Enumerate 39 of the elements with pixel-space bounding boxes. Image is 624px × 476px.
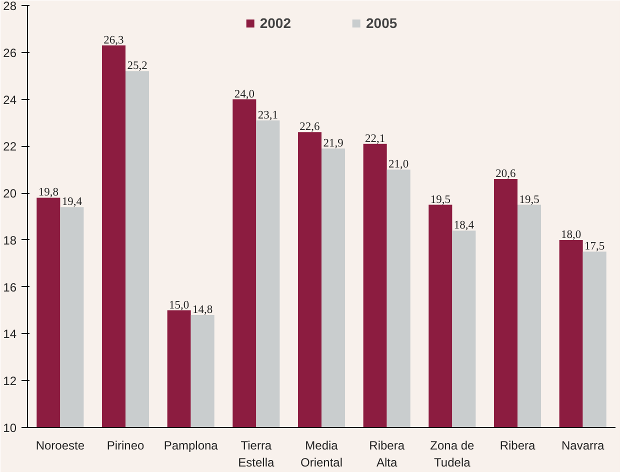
- data-label: 19,4: [62, 196, 82, 208]
- data-label: 25,2: [127, 60, 148, 72]
- data-label: 14,8: [192, 304, 213, 316]
- data-label: 19,8: [38, 186, 59, 199]
- y-tick-label: 20: [3, 186, 17, 201]
- data-label: 21,9: [323, 138, 344, 150]
- x-tick-label: Pirineo: [106, 438, 145, 452]
- legend-label: 2005: [366, 15, 398, 31]
- x-tick-label: Ribera: [500, 438, 536, 452]
- data-label: 19,5: [430, 194, 451, 206]
- x-tick-label: Media Oriental: [300, 438, 343, 470]
- data-label: 15,0: [169, 299, 190, 312]
- data-label: 23,1: [258, 109, 278, 122]
- data-label: 19,5: [519, 194, 540, 206]
- legend-label: 2002: [260, 15, 291, 31]
- y-tick-label: 18: [3, 233, 17, 248]
- y-tick-label: 12: [3, 374, 17, 388]
- x-tick-label: Noroeste: [36, 438, 85, 452]
- data-label: 20,6: [496, 168, 516, 180]
- x-tick-label: Pamplona: [164, 438, 218, 452]
- data-label: 21,0: [388, 158, 409, 171]
- x-tick-label: Zona de Tudela: [430, 438, 475, 470]
- data-label: 22,1: [365, 132, 386, 145]
- y-tick-label: 24: [3, 92, 17, 107]
- x-tick-label: Tierra Estella: [238, 438, 274, 470]
- data-label: 18,0: [561, 228, 582, 241]
- y-tick-label: 14: [3, 327, 17, 342]
- y-tick-label: 22: [3, 140, 17, 154]
- y-tick-label: 16: [3, 280, 17, 294]
- data-label: 18,4: [454, 220, 474, 232]
- y-tick-label: 26: [3, 46, 17, 60]
- x-tick-label: Ribera Alta: [369, 438, 405, 470]
- data-label: 24,0: [234, 88, 255, 100]
- data-label: 22,6: [300, 121, 320, 134]
- data-label: 26,3: [104, 34, 124, 46]
- y-tick-label: 10: [3, 421, 17, 435]
- x-tick-label: Navarra: [561, 438, 604, 452]
- data-label: 17,5: [584, 240, 605, 253]
- y-tick-label: 28: [3, 0, 17, 13]
